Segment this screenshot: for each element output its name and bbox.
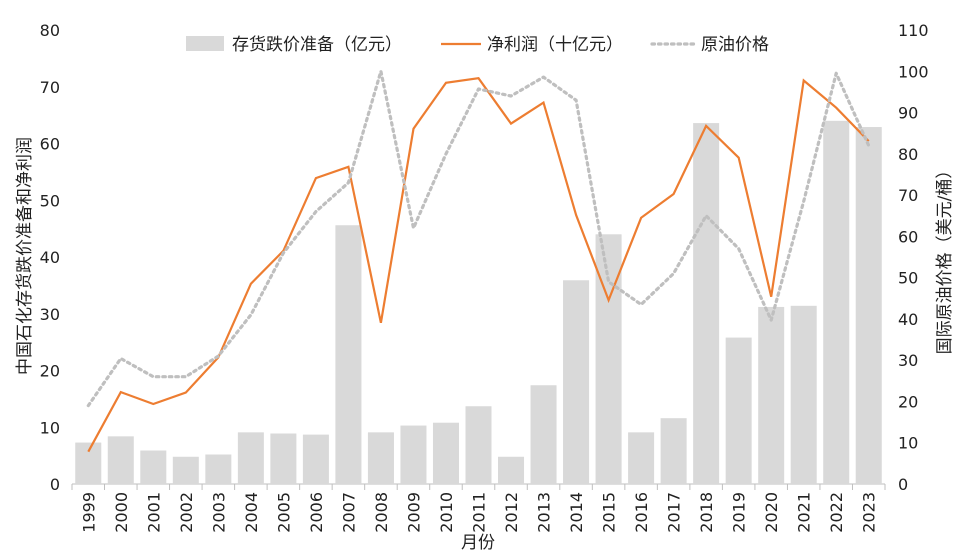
x-tick-label: 2015 <box>600 492 619 533</box>
x-tick-label: 2011 <box>470 492 489 533</box>
x-tick-label: 2019 <box>730 492 749 533</box>
x-tick-label: 2014 <box>567 492 586 533</box>
right-axis-ticks: 0 10 20 30 40 50 60 70 80 90 100 110 <box>898 21 929 494</box>
y-right-tick-label: 60 <box>898 227 918 246</box>
y-right-tick-label: 50 <box>898 269 918 288</box>
y-left-tick-label: 50 <box>40 191 60 210</box>
legend-swatch-inventory-provision <box>186 36 224 51</box>
x-tick-label: 2016 <box>632 492 651 533</box>
x-tick-label: 2001 <box>144 492 163 533</box>
legend-label-inventory-provision: 存货跌价准备（亿元） <box>232 35 402 55</box>
left-axis-ticks: 0 10 20 30 40 50 60 70 80 <box>40 21 60 494</box>
x-tick-label: 2000 <box>112 492 131 533</box>
bar-series-inventory-provision <box>75 120 882 485</box>
legend-label-net-profit: 净利润（十亿元） <box>487 35 623 55</box>
x-tick-label: 2004 <box>242 492 261 533</box>
y-left-tick-label: 40 <box>40 248 60 267</box>
y-right-tick-label: 100 <box>898 62 929 81</box>
x-tick-label: 2002 <box>177 492 196 533</box>
bar-2008 <box>367 432 394 484</box>
x-tick-label: 2005 <box>274 492 293 533</box>
bar-2004 <box>237 432 264 484</box>
bar-2005 <box>270 433 297 484</box>
bar-2022 <box>823 120 850 485</box>
y-axis-right-title: 国际原油价格（美元/桶） <box>935 162 955 355</box>
bar-2013 <box>530 385 557 484</box>
bar-2010 <box>432 422 459 484</box>
bar-2017 <box>660 418 687 484</box>
bar-1999 <box>75 442 102 484</box>
line-oil-price <box>86 69 871 408</box>
x-tick-label: 1999 <box>79 492 98 533</box>
y-left-tick-label: 0 <box>50 475 60 494</box>
bar-2016 <box>628 432 655 484</box>
y-left-tick-label: 70 <box>40 78 60 97</box>
x-tick-label: 2021 <box>795 492 814 533</box>
bar-2023 <box>855 127 882 484</box>
y-left-tick-label: 10 <box>40 418 60 437</box>
bar-2007 <box>335 225 362 484</box>
x-axis-ticks: 1999 2000 2001 2002 2003 2004 2005 2006 2007 2008… <box>71 484 886 533</box>
x-tick-label: 2018 <box>697 492 716 533</box>
x-tick-label: 2008 <box>372 492 391 533</box>
bar-2011 <box>465 406 492 484</box>
bar-2014 <box>563 280 590 484</box>
legend-label-oil-price: 原油价格 <box>701 35 769 55</box>
y-left-tick-label: 60 <box>40 135 60 154</box>
bar-2019 <box>725 337 752 484</box>
y-right-tick-label: 20 <box>898 392 918 411</box>
y-right-tick-label: 90 <box>898 104 918 123</box>
y-right-tick-label: 70 <box>898 186 918 205</box>
x-tick-label: 2022 <box>827 492 846 533</box>
x-tick-label: 2010 <box>437 492 456 533</box>
x-tick-label: 2009 <box>404 492 423 533</box>
x-tick-label: 2020 <box>762 492 781 533</box>
x-tick-label: 2023 <box>860 492 879 533</box>
bar-2015 <box>595 234 622 484</box>
x-tick-label: 2017 <box>665 492 684 533</box>
bar-2003 <box>205 454 232 484</box>
y-right-tick-label: 80 <box>898 145 918 164</box>
x-tick-label: 2013 <box>535 492 554 533</box>
y-axis-left-title: 中国石化存货跌价准备和净利润 <box>15 137 35 375</box>
bar-2006 <box>302 434 329 484</box>
bar-2000 <box>107 436 134 484</box>
x-tick-label: 2003 <box>209 492 228 533</box>
bar-2012 <box>498 456 525 484</box>
y-right-tick-label: 30 <box>898 351 918 370</box>
bar-2001 <box>140 450 167 484</box>
y-right-tick-label: 110 <box>898 21 929 40</box>
bar-2009 <box>400 425 427 484</box>
x-tick-label: 2012 <box>502 492 521 533</box>
x-axis-title: 月份 <box>461 533 495 553</box>
bar-2021 <box>790 305 817 484</box>
y-left-tick-label: 80 <box>40 21 60 40</box>
legend: 存货跌价准备（亿元） 净利润（十亿元） 原油价格 <box>186 35 769 55</box>
y-right-tick-label: 40 <box>898 310 918 329</box>
y-left-tick-label: 30 <box>40 305 60 324</box>
bar-2020 <box>758 306 785 484</box>
x-tick-label: 2007 <box>339 492 358 533</box>
y-left-tick-label: 20 <box>40 362 60 381</box>
line-series-group <box>86 69 871 453</box>
bar-2002 <box>172 456 199 484</box>
x-tick-label: 2006 <box>307 492 326 533</box>
y-right-tick-label: 10 <box>898 434 918 453</box>
y-right-tick-label: 0 <box>898 475 908 494</box>
bar-2018 <box>693 123 720 484</box>
